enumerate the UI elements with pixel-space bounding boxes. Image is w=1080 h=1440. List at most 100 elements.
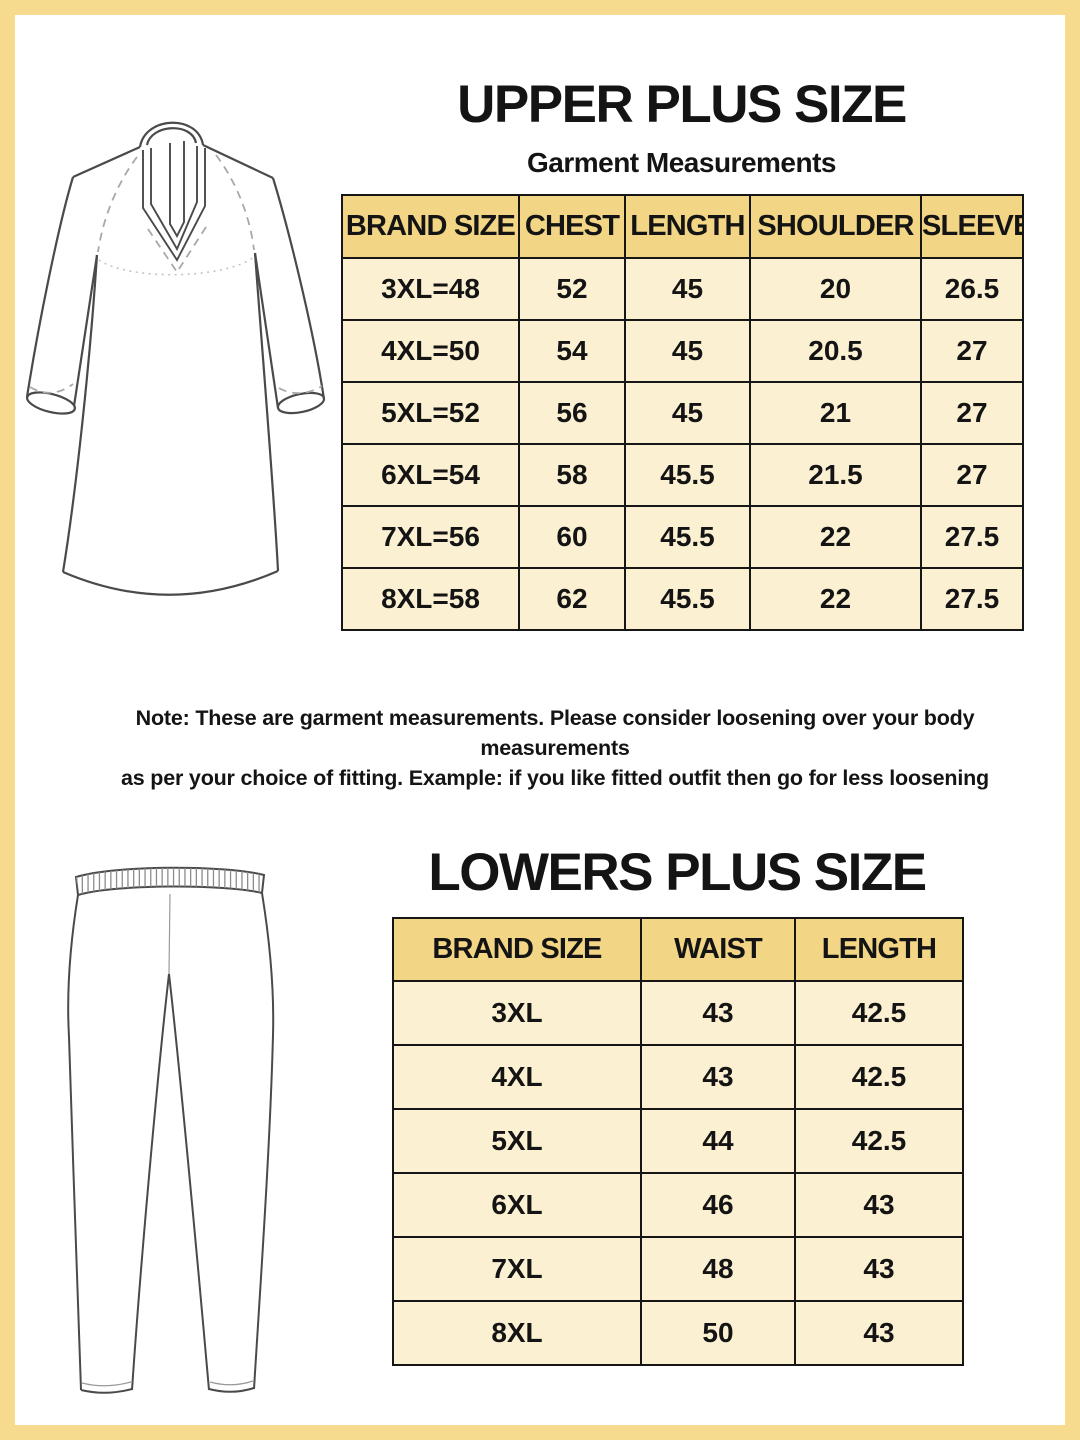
- table-cell: 43: [640, 980, 796, 1046]
- table-row: 7XL=56 60 45.5 22 27.5: [341, 505, 1024, 569]
- table-cell: 54: [518, 319, 626, 383]
- table-cell: 4XL: [392, 1044, 642, 1110]
- table-cell: 45: [624, 319, 751, 383]
- right-inseam: [168, 973, 210, 1391]
- table-row: 8XL 50 43: [392, 1300, 964, 1366]
- table-row: 6XL=54 58 45.5 21.5 27: [341, 443, 1024, 507]
- table-cell: 52: [518, 257, 626, 321]
- table-cell: 26.5: [920, 257, 1024, 321]
- table-cell: 43: [794, 1172, 964, 1238]
- table-row: 3XL=48 52 45 20 26.5: [341, 257, 1024, 321]
- table-cell: 45: [624, 257, 751, 321]
- lower-section-title: LOWERS PLUS SIZE: [428, 843, 927, 902]
- table-cell: 6XL=54: [341, 443, 520, 507]
- right-cuff: [276, 391, 326, 415]
- left-inseam: [131, 973, 170, 1391]
- table-cell: 27.5: [920, 567, 1024, 631]
- upper-section-subtitle: Garment Measurements: [526, 147, 837, 178]
- header-shoulder: SHOULDER: [749, 194, 922, 259]
- leggings-illustration: [67, 866, 275, 1394]
- table-cell: 45.5: [624, 505, 751, 569]
- header-chest: CHEST: [518, 194, 626, 259]
- table-cell: 27.5: [920, 505, 1024, 569]
- table-cell: 7XL=56: [341, 505, 520, 569]
- table-cell: 42.5: [794, 1108, 964, 1174]
- kurta-illustration: [25, 121, 326, 596]
- table-row: 3XL 43 42.5: [392, 980, 964, 1046]
- table-row: 5XL=52 56 45 21 27: [341, 381, 1024, 445]
- right-sleeve: [271, 177, 326, 400]
- table-cell: 58: [518, 443, 626, 507]
- table-cell: 22: [749, 505, 922, 569]
- table-cell: 46: [640, 1172, 796, 1238]
- table-row: 5XL 44 42.5: [392, 1108, 964, 1174]
- body-left-side: [61, 254, 99, 573]
- table-row: 6XL 46 43: [392, 1172, 964, 1238]
- table-cell: 43: [794, 1236, 964, 1302]
- table-row: 8XL=58 62 45.5 22 27.5: [341, 567, 1024, 631]
- dashed-seams: [29, 154, 323, 394]
- right-outer-edge: [253, 892, 275, 1390]
- measurement-note: Note: These are garment measurements. Pl…: [60, 703, 1050, 793]
- center-front-seam: [168, 893, 171, 975]
- table-cell: 20: [749, 257, 922, 321]
- leggings-outline: [67, 892, 275, 1394]
- note-line-2: as per your choice of fitting. Example: …: [121, 766, 989, 791]
- lower-size-table: BRAND SIZE WAIST LENGTH 3XL 43 42.5 4XL …: [392, 917, 964, 1366]
- table-cell: 22: [749, 567, 922, 631]
- header-sleeve: SLEEVE: [920, 194, 1024, 259]
- left-hem: [80, 1388, 133, 1394]
- collar-inner: [145, 127, 198, 146]
- left-cuff: [26, 391, 76, 415]
- header-waist: WAIST: [640, 917, 796, 982]
- collar-outer: [138, 121, 205, 148]
- table-cell: 27: [920, 443, 1024, 507]
- table-cell: 44: [640, 1108, 796, 1174]
- table-cell: 42.5: [794, 980, 964, 1046]
- table-cell: 5XL=52: [341, 381, 520, 445]
- table-cell: 62: [518, 567, 626, 631]
- note-line-1: Note: These are garment measurements. Pl…: [135, 706, 975, 761]
- upper-section-title: UPPER PLUS SIZE: [457, 75, 907, 134]
- upper-size-table: BRAND SIZE CHEST LENGTH SHOULDER SLEEVE …: [341, 194, 1024, 631]
- table-cell: 4XL=50: [341, 319, 520, 383]
- table-cell: 5XL: [392, 1108, 642, 1174]
- table-cell: 21.5: [749, 443, 922, 507]
- table-row: 4XL=50 54 45 20.5 27: [341, 319, 1024, 383]
- header-length: LENGTH: [624, 194, 751, 259]
- header-brand-size: BRAND SIZE: [392, 917, 642, 982]
- table-cell: 27: [920, 381, 1024, 445]
- table-cell: 7XL: [392, 1236, 642, 1302]
- table-row: 7XL 48 43: [392, 1236, 964, 1302]
- table-cell: 43: [640, 1044, 796, 1110]
- upper-header-row: BRAND SIZE CHEST LENGTH SHOULDER SLEEVE: [341, 194, 1024, 259]
- table-cell: 20.5: [749, 319, 922, 383]
- table-cell: 42.5: [794, 1044, 964, 1110]
- neck-placket: [142, 141, 206, 262]
- table-cell: 45.5: [624, 567, 751, 631]
- dotted-chest-line: [98, 256, 255, 276]
- table-cell: 45.5: [624, 443, 751, 507]
- right-hem: [208, 1387, 255, 1393]
- table-cell: 6XL: [392, 1172, 642, 1238]
- left-outer-edge: [67, 894, 82, 1391]
- left-sleeve: [25, 176, 75, 398]
- hem-curve: [62, 569, 279, 596]
- table-cell: 27: [920, 319, 1024, 383]
- body-right-side: [253, 252, 280, 572]
- table-cell: 60: [518, 505, 626, 569]
- table-cell: 45: [624, 381, 751, 445]
- table-cell: 56: [518, 381, 626, 445]
- kurta-outline: [25, 121, 326, 596]
- table-cell: 43: [794, 1300, 964, 1366]
- table-cell: 21: [749, 381, 922, 445]
- header-length: LENGTH: [794, 917, 964, 982]
- table-row: 4XL 43 42.5: [392, 1044, 964, 1110]
- table-cell: 48: [640, 1236, 796, 1302]
- lower-header-row: BRAND SIZE WAIST LENGTH: [392, 917, 964, 982]
- table-cell: 8XL=58: [341, 567, 520, 631]
- header-brand-size: BRAND SIZE: [341, 194, 520, 259]
- table-cell: 3XL: [392, 980, 642, 1046]
- table-cell: 3XL=48: [341, 257, 520, 321]
